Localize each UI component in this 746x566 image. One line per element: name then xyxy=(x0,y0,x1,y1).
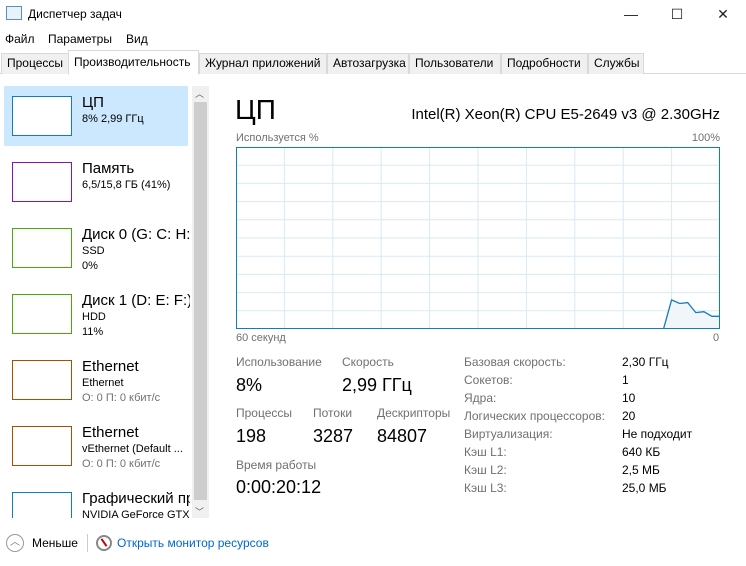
detail-value: 2,5 МБ xyxy=(622,463,660,477)
scrollbar-thumb[interactable] xyxy=(194,102,207,500)
sidebar-item[interactable]: Диск 0 (G: C: H:) SSD 0% xyxy=(4,218,190,278)
close-button[interactable]: ✕ xyxy=(717,5,729,22)
menu-options[interactable]: Параметры xyxy=(48,32,112,46)
threads-label: Потоки xyxy=(313,406,353,420)
thumbnail-graph xyxy=(12,294,72,334)
thumbnail-graph xyxy=(12,426,72,466)
chevron-up-icon[interactable]: ︿ xyxy=(6,534,24,552)
sidebar-item[interactable]: ЦП 8% 2,99 ГГц xyxy=(4,86,188,146)
chart-xlabel-left: 60 секунд xyxy=(236,332,286,344)
detail-value: 1 xyxy=(622,373,629,387)
chart-border xyxy=(236,147,720,329)
tab-bar: Процессы Производительность Журнал прило… xyxy=(0,50,746,75)
detail-value: 25,0 МБ xyxy=(622,481,667,495)
title-bar: Диспетчер задач — ☐ ✕ xyxy=(0,0,746,28)
cpu-usage-chart xyxy=(236,147,720,329)
sidebar-item-line1: Ethernet xyxy=(82,377,124,389)
divider xyxy=(87,534,88,552)
detail-label: Кэш L1: xyxy=(464,445,507,459)
processes-value: 198 xyxy=(236,426,267,446)
uptime-value: 0:00:20:12 xyxy=(236,477,322,497)
sidebar-item-line1: 6,5/15,8 ГБ (41%) xyxy=(82,179,171,191)
detail-value: 2,30 ГГц xyxy=(622,355,669,369)
processes-label: Процессы xyxy=(236,406,293,420)
detail-label: Кэш L3: xyxy=(464,481,507,495)
detail-value: 640 КБ xyxy=(622,445,661,459)
scroll-up-icon[interactable]: ︿ xyxy=(195,89,205,99)
detail-label: Логических процессоров: xyxy=(464,409,605,423)
sidebar-item-line2: 11% xyxy=(82,326,104,338)
sidebar-item-title: Ethernet xyxy=(82,424,139,441)
tab-app-history[interactable]: Журнал приложений xyxy=(199,53,327,74)
detail-label: Кэш L2: xyxy=(464,463,507,477)
open-resource-monitor-link[interactable]: Открыть монитор ресурсов xyxy=(117,536,269,550)
speed-label: Скорость xyxy=(342,355,394,369)
resource-list: ЦП 8% 2,99 ГГц Память 6,5/15,8 ГБ (41%) … xyxy=(0,86,192,518)
sidebar-item-line2: О: 0 П: 0 кбит/с xyxy=(82,392,161,404)
sidebar-item[interactable]: Диск 1 (D: E: F:) HDD 11% xyxy=(4,284,190,344)
tab-services[interactable]: Службы xyxy=(588,53,644,74)
detail-value: 10 xyxy=(622,391,636,405)
thumbnail-graph xyxy=(12,360,72,400)
sidebar-item[interactable]: Графический пр NVIDIA GeForce GTX 0% (40… xyxy=(4,482,190,518)
chart-ymax: 100% xyxy=(691,132,720,144)
threads-value: 3287 xyxy=(313,426,354,446)
sidebar-item-line2: 0% xyxy=(82,260,98,272)
menu-view[interactable]: Вид xyxy=(126,32,148,46)
detail-label: Ядра: xyxy=(464,391,497,405)
sidebar-item-title: Графический пр xyxy=(82,490,190,507)
tab-users[interactable]: Пользователи xyxy=(409,53,501,74)
scroll-down-icon[interactable]: ﹀ xyxy=(195,507,205,517)
sidebar-item-line1: SSD xyxy=(82,245,105,257)
sidebar-item-title: ЦП xyxy=(82,94,104,111)
sidebar-item[interactable]: Ethernet vEthernet (Default ... О: 0 П: … xyxy=(4,416,188,476)
usage-line xyxy=(662,299,720,329)
sidebar-item-title: Диск 1 (D: E: F:) xyxy=(82,292,190,309)
tab-startup[interactable]: Автозагрузка xyxy=(327,53,409,74)
sidebar-item[interactable]: Ethernet Ethernet О: 0 П: 0 кбит/с xyxy=(4,350,188,410)
sidebar-item-line1: HDD xyxy=(82,311,106,323)
handles-label: Дескрипторы xyxy=(377,406,451,420)
tab-performance[interactable]: Производительность xyxy=(68,50,199,75)
resource-monitor-icon xyxy=(96,535,112,551)
thumbnail-graph xyxy=(12,228,72,268)
tab-processes[interactable]: Процессы xyxy=(1,53,69,74)
fewer-details-button[interactable]: Меньше xyxy=(32,536,78,550)
sidebar-item-title: Диск 0 (G: C: H:) xyxy=(82,226,190,243)
page-title: ЦП xyxy=(235,94,276,125)
handles-value: 84807 xyxy=(377,426,428,446)
sidebar-item[interactable]: Память 6,5/15,8 ГБ (41%) xyxy=(4,152,188,212)
cpu-model: Intel(R) Xeon(R) CPU E5-2649 v3 @ 2.30GH… xyxy=(411,106,720,123)
usage-area xyxy=(663,299,720,329)
usage-label: Использование xyxy=(236,355,322,369)
detail-label: Базовая скорость: xyxy=(464,355,566,369)
sidebar-item-line1: vEthernet (Default ... xyxy=(82,443,183,455)
menu-file[interactable]: Файл xyxy=(5,32,35,46)
chart-xlabel-right: 0 xyxy=(713,332,720,344)
thumbnail-graph xyxy=(12,492,72,518)
detail-label: Виртуализация: xyxy=(464,427,553,441)
thumbnail-graph xyxy=(12,96,72,136)
sidebar-item-title: Ethernet xyxy=(82,358,139,375)
window-title: Диспетчер задач xyxy=(28,7,122,21)
chart-ylabel: Используется % xyxy=(236,132,319,144)
sidebar-item-line1: NVIDIA GeForce GTX xyxy=(82,509,190,518)
speed-value: 2,99 ГГц xyxy=(342,375,412,395)
detail-value: Не подходит xyxy=(622,427,693,441)
tab-details[interactable]: Подробности xyxy=(501,53,588,74)
detail-value: 20 xyxy=(622,409,636,423)
minimize-button[interactable]: — xyxy=(624,6,638,22)
uptime-label: Время работы xyxy=(236,458,317,472)
thumbnail-graph xyxy=(12,162,72,202)
detail-label: Сокетов: xyxy=(464,373,513,387)
task-manager-icon xyxy=(6,6,22,20)
sidebar-item-title: Память xyxy=(82,160,135,177)
usage-value: 8% xyxy=(236,375,263,395)
sidebar-item-line1: 8% 2,99 ГГц xyxy=(82,113,144,125)
maximize-button[interactable]: ☐ xyxy=(670,5,684,22)
sidebar-item-line2: О: 0 П: 0 кбит/с xyxy=(82,458,161,470)
